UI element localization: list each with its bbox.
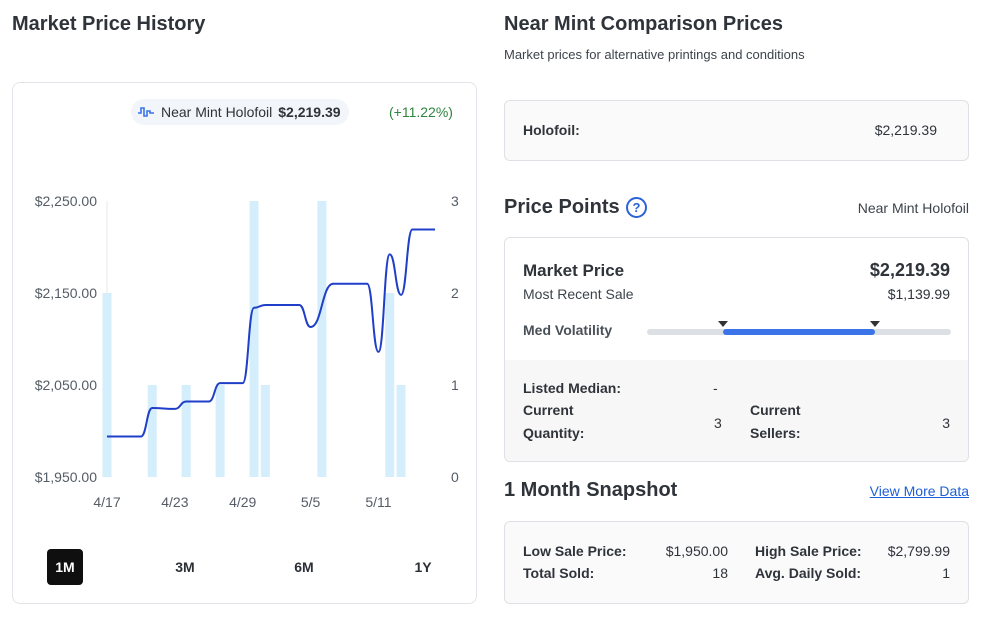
snapshot-card: Low Sale Price: $1,950.00 High Sale Pric… — [504, 521, 969, 604]
current-sellers-value: 3 — [942, 415, 950, 431]
y-left-tick-label: $2,250.00 — [35, 193, 97, 209]
volume-bar — [249, 201, 259, 477]
current-sellers-label-line1: Current — [750, 402, 801, 418]
listed-median-value: - — [713, 380, 718, 396]
legend-label: Near Mint Holofoil — [161, 104, 273, 120]
x-tick-label: 4/17 — [93, 494, 120, 510]
y-right-tick-label: 1 — [451, 377, 459, 393]
range-6m-button[interactable]: 6M — [294, 559, 314, 575]
total-sold-label: Total Sold: — [523, 565, 595, 581]
volume-bar — [181, 385, 191, 477]
price-points-details: Listed Median: - Current Quantity: 3 Cur… — [505, 360, 968, 461]
price-history-chart-card: $2,250.00 $2,150.00 $2,050.00 $1,950.00 3 2 1 0… — [12, 82, 477, 604]
volatility-meter — [647, 321, 951, 335]
listed-median-label: Listed Median: — [523, 380, 622, 396]
legend-change: (+11.22%) — [389, 104, 453, 120]
volume-bar — [396, 385, 406, 477]
low-sale-value: $1,950.00 — [665, 543, 728, 559]
holofoil-label: Holofoil: — [523, 122, 580, 138]
market-price-history-title: Market Price History — [12, 13, 206, 35]
high-sale-value: $2,799.99 — [887, 543, 950, 559]
legend-price: $2,219.39 — [278, 104, 341, 120]
y-right-tick-label: 0 — [451, 469, 459, 485]
avg-daily-label: Avg. Daily Sold: — [755, 565, 862, 581]
chart-legend[interactable]: Near Mint Holofoil $2,219.39 — [131, 99, 349, 125]
x-tick-label: 4/23 — [161, 494, 188, 510]
volume-bar — [102, 293, 112, 477]
range-3m-button[interactable]: 3M — [175, 559, 195, 575]
current-quantity-label-line2: Quantity: — [523, 425, 585, 441]
low-sale-label: Low Sale Price: — [523, 543, 627, 559]
y-right-tick-label: 2 — [451, 285, 459, 301]
recent-sale-label: Most Recent Sale — [523, 286, 634, 302]
x-tick-label: 4/29 — [229, 494, 256, 510]
volatility-range — [723, 329, 875, 335]
comparison-subtitle: Market prices for alternative printings … — [504, 47, 805, 62]
series-line-icon — [138, 107, 154, 117]
view-more-data-link[interactable]: View More Data — [869, 483, 969, 499]
x-tick-label: 5/5 — [301, 494, 321, 510]
recent-sale-value: $1,139.99 — [887, 286, 950, 302]
comparison-row: Holofoil: $2,219.39 — [504, 100, 969, 161]
volume-bar — [147, 385, 157, 477]
high-sale-label: High Sale Price: — [755, 543, 862, 559]
market-price-value: $2,219.39 — [869, 260, 950, 280]
volatility-label: Med Volatility — [523, 322, 613, 338]
current-quantity-label-line1: Current — [523, 402, 574, 418]
y-right-tick-label: 3 — [451, 193, 459, 209]
holofoil-value: $2,219.39 — [874, 122, 937, 138]
range-1m-button[interactable]: 1M — [47, 549, 83, 585]
y-left-tick-label: $2,150.00 — [35, 285, 97, 301]
volume-bar — [385, 293, 395, 477]
x-tick-label: 5/11 — [365, 494, 391, 510]
volume-bar — [260, 385, 270, 477]
y-left-tick-label: $2,050.00 — [35, 377, 97, 393]
current-sellers-label-line2: Sellers: — [750, 425, 801, 441]
market-price-label: Market Price — [523, 261, 625, 280]
range-1y-button[interactable]: 1Y — [414, 559, 432, 575]
snapshot-title: 1 Month Snapshot — [504, 479, 678, 501]
price-points-card: Market Price $2,219.39 Most Recent Sale … — [504, 237, 969, 462]
volume-bar — [317, 201, 327, 477]
y-left-tick-label: $1,950.00 — [35, 469, 97, 485]
price-points-title: Price Points — [504, 196, 620, 218]
price-line — [107, 228, 435, 438]
volatility-low-marker — [718, 321, 728, 327]
volatility-high-marker — [870, 321, 880, 327]
comparison-title: Near Mint Comparison Prices — [504, 13, 783, 35]
current-quantity-value: 3 — [714, 415, 722, 431]
total-sold-value: 18 — [712, 565, 728, 581]
volume-bar — [215, 385, 225, 477]
avg-daily-value: 1 — [942, 565, 950, 581]
price-points-context: Near Mint Holofoil — [857, 200, 969, 216]
help-icon[interactable]: ? — [626, 197, 647, 218]
price-history-chart: $2,250.00 $2,150.00 $2,050.00 $1,950.00 3 2 1 0… — [35, 193, 459, 510]
